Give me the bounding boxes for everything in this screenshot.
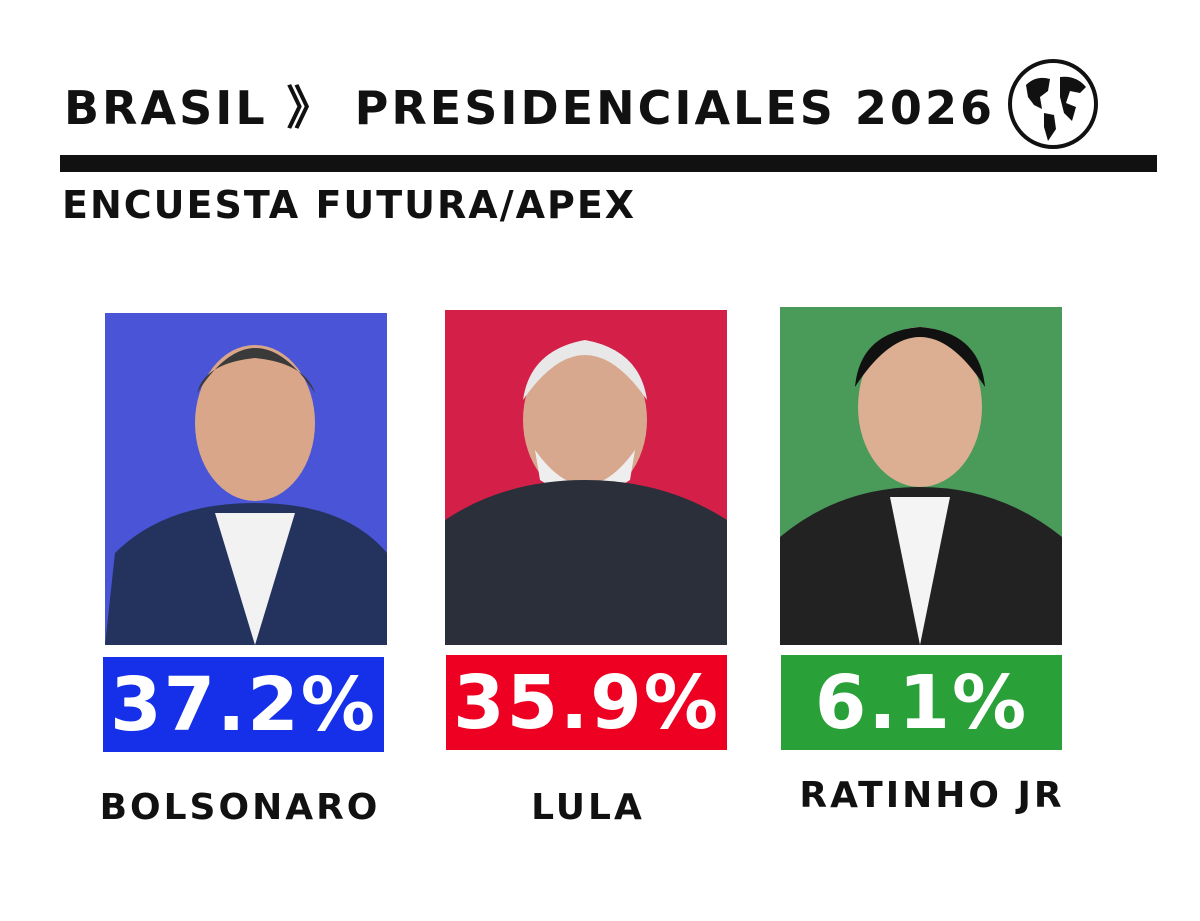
candidate-photo <box>445 310 727 645</box>
globe-icon <box>1008 59 1098 149</box>
candidate-name: RATINHO JR <box>799 775 1065 816</box>
candidate-name: BOLSONARO <box>99 787 381 828</box>
title: BRASIL 》 PRESIDENCIALES 2026 <box>64 81 995 135</box>
result-box: 37.2% <box>103 657 384 752</box>
subtitle: ENCUESTA FUTURA/APEX <box>62 183 637 227</box>
result-box: 6.1% <box>781 655 1062 750</box>
divider <box>60 155 1157 172</box>
candidate-photo <box>780 307 1062 645</box>
result-box: 35.9% <box>446 655 727 750</box>
candidate-name: LULA <box>531 787 645 828</box>
candidate-photo <box>105 313 387 645</box>
